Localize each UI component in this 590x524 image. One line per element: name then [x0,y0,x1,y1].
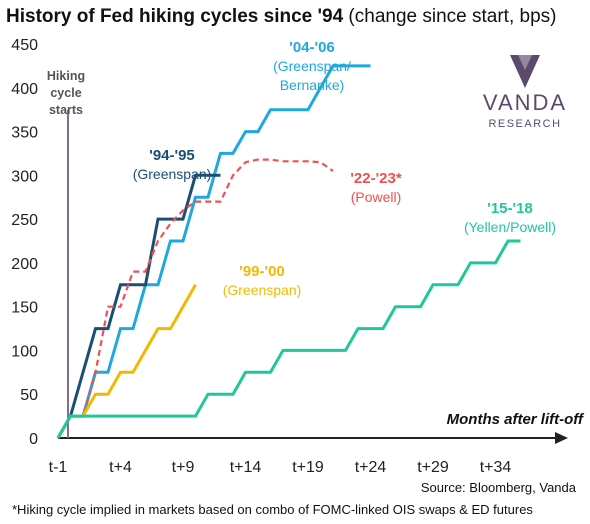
x-axis-title: Months after lift-off [447,411,585,428]
x-axis-arrow [555,432,568,444]
series-label-4: '15-'18 [487,200,533,217]
x-tick-label: t+24 [355,459,387,476]
y-tick-label: 150 [11,300,38,317]
x-tick-label: t-1 [49,459,68,476]
series-label-3: '99-'00 [239,263,285,280]
y-tick-label: 0 [29,431,38,448]
x-tick-label: t+4 [109,459,132,476]
hiking-cycle-label: starts [49,103,83,117]
series-line-0 [56,64,371,439]
x-tick-label: t+34 [480,459,512,476]
series-sublabel-1: (Greenspan) [133,166,212,182]
y-tick-label: 50 [20,387,38,404]
chart-title: History of Fed hiking cycles since '94 (… [6,6,556,28]
chart-title-sub: (change since start, bps) [343,6,557,27]
y-tick-label: 400 [11,81,38,98]
y-tick-label: 350 [11,125,38,142]
y-tick-label: 450 [11,37,38,54]
series-sublabel-0: Bernanke) [280,77,345,93]
series-sublabel-2: (Powell) [351,189,402,205]
series-label-1: '94-'95 [149,147,195,164]
series-sublabel-4: (Yellen/Powell) [464,219,556,235]
source-note: Source: Bloomberg, Vanda [420,480,576,495]
vanda-logo-icon-highlight [518,55,532,70]
y-tick-label: 100 [11,343,38,360]
hiking-cycle-label: cycle [50,86,81,100]
vanda-logo-icon [510,55,540,88]
vanda-logo-subtext: RESEARCH [488,118,561,130]
series-line-4 [56,239,521,439]
hiking-cycle-label: Hiking [47,69,85,83]
series-line-1 [56,173,221,439]
x-tick-label: t+9 [172,459,195,476]
series-sublabel-0: (Greenspan/ [273,58,351,74]
y-tick-label: 300 [11,168,38,185]
x-tick-label: t+19 [292,459,324,476]
y-tick-label: 200 [11,256,38,273]
x-tick-label: t+29 [417,459,449,476]
series-label-0: '04-'06 [289,39,335,56]
footnote: *Hiking cycle implied in markets based o… [12,502,533,517]
vanda-logo-text: VANDA [483,90,567,115]
y-tick-label: 250 [11,212,38,229]
series-line-2 [57,158,334,439]
series-sublabel-3: (Greenspan) [223,282,302,298]
chart-title-main: History of Fed hiking cycles since '94 [6,6,344,27]
x-tick-label: t+14 [230,459,262,476]
series-label-2: '22-'23* [350,170,401,187]
